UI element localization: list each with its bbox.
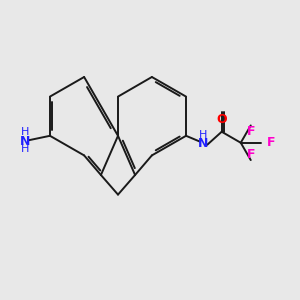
Text: N: N: [197, 137, 208, 150]
Text: F: F: [247, 125, 255, 138]
Text: F: F: [267, 136, 275, 149]
Text: F: F: [247, 148, 255, 160]
Text: H: H: [21, 127, 30, 137]
Text: N: N: [20, 135, 31, 148]
Text: O: O: [216, 113, 227, 126]
Text: H: H: [21, 144, 30, 154]
Text: H: H: [199, 130, 207, 140]
